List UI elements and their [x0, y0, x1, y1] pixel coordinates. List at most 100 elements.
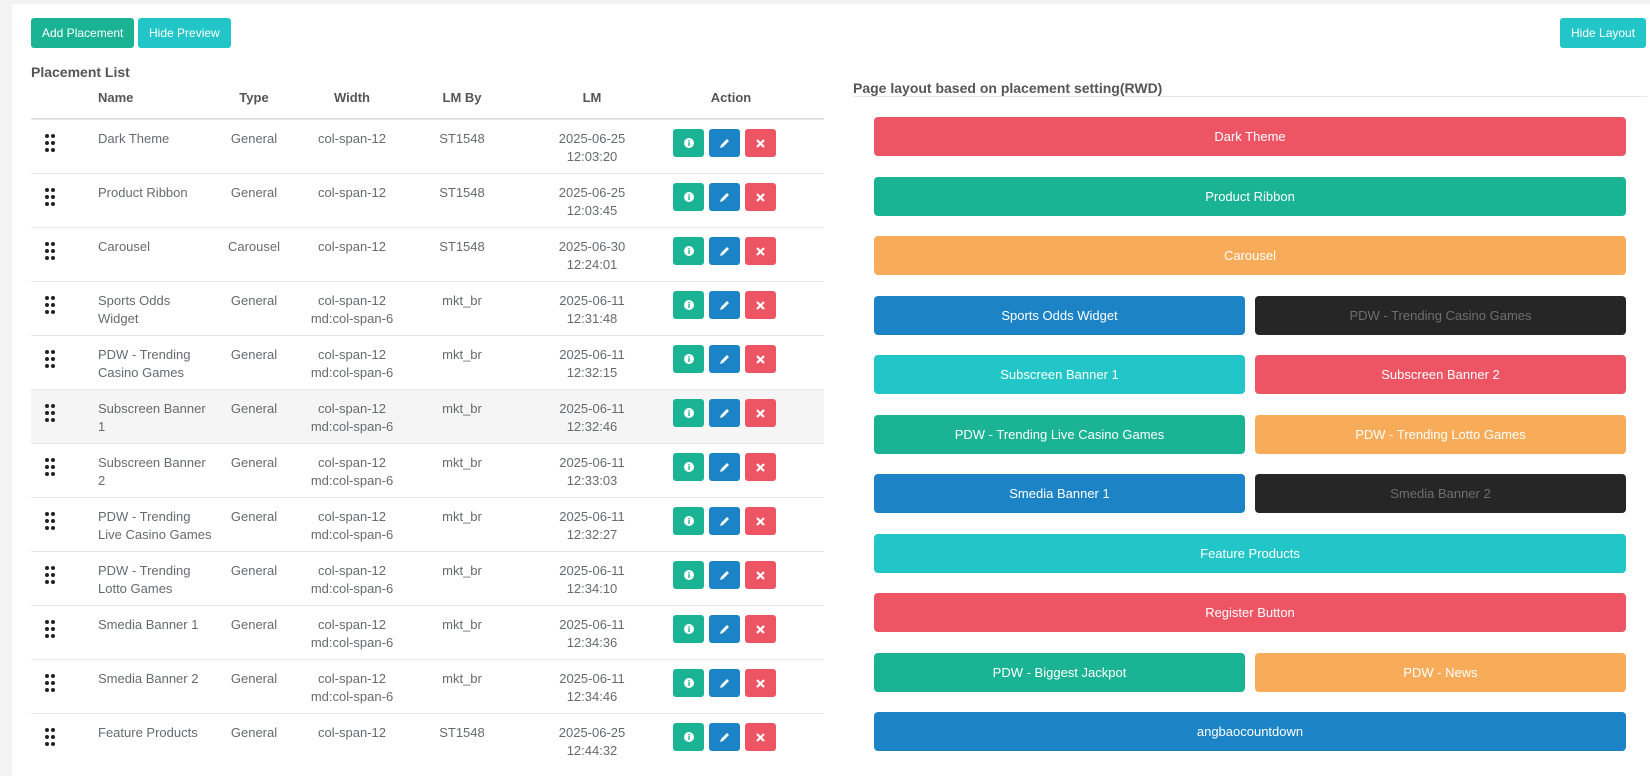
- drag-handle[interactable]: [45, 188, 55, 206]
- action-edit[interactable]: [709, 291, 740, 319]
- action-info[interactable]: [673, 561, 704, 589]
- handle-dot: [51, 134, 55, 138]
- action-info[interactable]: [673, 129, 704, 157]
- handle-dot: [51, 411, 55, 415]
- action-edit[interactable]: [709, 453, 740, 481]
- action-info[interactable]: [673, 345, 704, 373]
- handle-dot: [51, 296, 55, 300]
- header-divider: [31, 118, 824, 119]
- action-info[interactable]: [673, 183, 704, 211]
- action-edit[interactable]: [709, 669, 740, 697]
- handle-dot: [51, 350, 55, 354]
- cell-lm-by: mkt_br: [442, 671, 482, 686]
- table-row: Dark Theme General col-span-12 ST1548 2025-0…: [31, 119, 824, 174]
- cell-lm-by: ST1548: [439, 239, 485, 254]
- cell-type: General: [230, 401, 278, 416]
- layout-block[interactable]: Subscreen Banner 1: [874, 355, 1245, 394]
- layout-block[interactable]: Smedia Banner 2: [1255, 474, 1626, 513]
- layout-block[interactable]: Feature Products: [874, 533, 1626, 573]
- handle-dot: [45, 350, 49, 354]
- action-del[interactable]: [745, 237, 776, 265]
- action-edit[interactable]: [709, 345, 740, 373]
- handle-dot: [45, 242, 49, 246]
- drag-handle[interactable]: [45, 134, 55, 152]
- cell-lm-by: mkt_br: [442, 347, 482, 362]
- cell-lm: 2025-06-30 12:24:01: [558, 239, 626, 272]
- drag-handle[interactable]: [45, 512, 55, 530]
- handle-dot: [51, 512, 55, 516]
- drag-handle[interactable]: [45, 620, 55, 638]
- drag-handle[interactable]: [45, 566, 55, 584]
- layout-block[interactable]: PDW - Trending Lotto Games: [1255, 414, 1626, 454]
- action-info[interactable]: [673, 615, 704, 643]
- drag-handle[interactable]: [45, 404, 55, 422]
- hide-preview-button[interactable]: Hide Preview: [138, 18, 231, 48]
- handle-dot: [45, 134, 49, 138]
- layout-block[interactable]: PDW - News: [1255, 652, 1626, 692]
- action-del[interactable]: [745, 345, 776, 373]
- action-info[interactable]: [673, 237, 704, 265]
- drag-handle[interactable]: [45, 458, 55, 476]
- layout-block[interactable]: PDW - Trending Live Casino Games: [874, 414, 1245, 454]
- cell-name: Subscreen Banner 1: [98, 401, 206, 434]
- action-del[interactable]: [745, 183, 776, 211]
- layout-block[interactable]: Smedia Banner 1: [874, 474, 1245, 513]
- action-edit[interactable]: [709, 183, 740, 211]
- handle-dot: [45, 472, 49, 476]
- drag-handle[interactable]: [45, 296, 55, 314]
- drag-handle[interactable]: [45, 350, 55, 368]
- action-del[interactable]: [745, 291, 776, 319]
- table-row: Sports Odds Widget General col-span-12 md:…: [31, 281, 824, 336]
- cell-width: col-span-12: [318, 131, 386, 146]
- layout-block[interactable]: Sports Odds Widget: [874, 295, 1245, 335]
- layout-block[interactable]: Subscreen Banner 2: [1255, 355, 1626, 394]
- cell-type: General: [230, 131, 278, 146]
- drag-handle[interactable]: [45, 242, 55, 260]
- action-edit[interactable]: [709, 237, 740, 265]
- action-edit[interactable]: [709, 399, 740, 427]
- action-info[interactable]: [673, 669, 704, 697]
- handle-dot: [45, 566, 49, 570]
- layout-block[interactable]: Dark Theme: [874, 117, 1626, 156]
- cell-type: General: [230, 293, 278, 308]
- cell-width: col-span-12 md:col-span-6: [310, 293, 394, 326]
- handle-dot: [45, 573, 49, 577]
- action-del[interactable]: [745, 129, 776, 157]
- action-edit[interactable]: [709, 507, 740, 535]
- handle-dot: [45, 364, 49, 368]
- action-edit[interactable]: [709, 561, 740, 589]
- action-info[interactable]: [673, 291, 704, 319]
- cell-lm-by: ST1548: [439, 185, 485, 200]
- action-edit[interactable]: [709, 615, 740, 643]
- action-info[interactable]: [673, 723, 704, 751]
- handle-dot: [45, 681, 49, 685]
- layout-block[interactable]: PDW - Biggest Jackpot: [874, 652, 1245, 692]
- action-del[interactable]: [745, 507, 776, 535]
- drag-handle[interactable]: [45, 728, 55, 746]
- action-del[interactable]: [745, 723, 776, 751]
- hide-layout-button[interactable]: Hide Layout: [1560, 18, 1647, 48]
- action-del[interactable]: [745, 453, 776, 481]
- handle-dot: [45, 634, 49, 638]
- action-info[interactable]: [673, 507, 704, 535]
- action-edit[interactable]: [709, 129, 740, 157]
- add-placement-button[interactable]: Add Placement: [31, 18, 135, 48]
- layout-block[interactable]: Register Button: [874, 593, 1626, 632]
- layout-block[interactable]: Product Ribbon: [874, 176, 1626, 216]
- action-info[interactable]: [673, 399, 704, 427]
- action-del[interactable]: [745, 399, 776, 427]
- drag-handle[interactable]: [45, 674, 55, 692]
- layout-block[interactable]: Carousel: [874, 236, 1626, 275]
- layout-block[interactable]: angbaocountdown: [874, 712, 1626, 751]
- action-del[interactable]: [745, 669, 776, 697]
- action-del[interactable]: [745, 615, 776, 643]
- cell-lm-by: mkt_br: [442, 455, 482, 470]
- action-info[interactable]: [673, 453, 704, 481]
- cell-type: General: [230, 185, 278, 200]
- action-del[interactable]: [745, 561, 776, 589]
- handle-dot: [51, 627, 55, 631]
- cell-name: Carousel: [98, 239, 151, 254]
- action-edit[interactable]: [709, 723, 740, 751]
- cell-width: col-span-12 md:col-span-6: [310, 671, 394, 704]
- layout-block[interactable]: PDW - Trending Casino Games: [1255, 295, 1626, 335]
